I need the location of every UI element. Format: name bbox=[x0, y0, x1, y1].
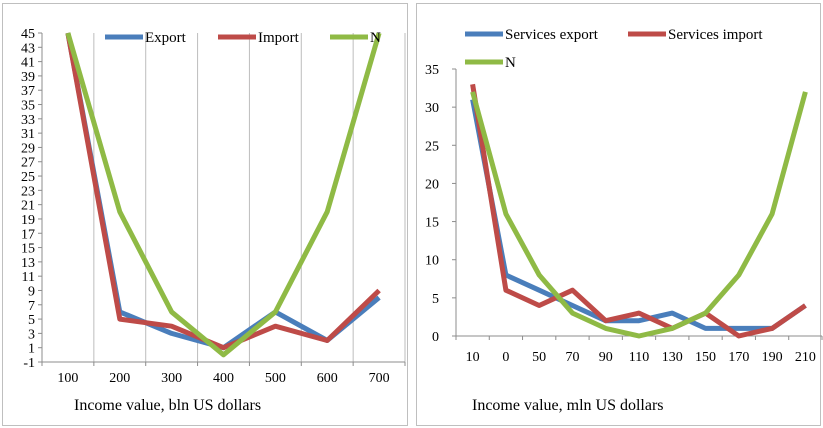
y-tick-label: 19 bbox=[21, 213, 35, 228]
x-tick-label: 400 bbox=[213, 371, 234, 386]
legend-label-services-export: Services export bbox=[505, 27, 599, 43]
y-tick-label: 21 bbox=[21, 199, 35, 214]
series-line-n bbox=[65, 32, 382, 358]
x-tick-label: 600 bbox=[317, 371, 338, 386]
x-tick-label: 0 bbox=[502, 350, 509, 365]
y-tick-label: 3 bbox=[28, 327, 35, 342]
legend-label-export: Export bbox=[145, 30, 187, 46]
x-tick-label: 170 bbox=[728, 350, 749, 365]
series-line-services-import bbox=[470, 83, 807, 339]
left-legend: Export Import N bbox=[105, 30, 381, 46]
right-panel-border bbox=[416, 3, 821, 426]
y-tick-label: 25 bbox=[21, 170, 35, 185]
y-tick-label: 27 bbox=[21, 156, 35, 171]
y-tick-label: 13 bbox=[21, 256, 35, 271]
y-tick-label: 15 bbox=[21, 242, 35, 257]
x-tick-label: 110 bbox=[629, 350, 649, 365]
y-tick-label: 30 bbox=[425, 101, 439, 116]
x-tick-label: 100 bbox=[57, 371, 78, 386]
x-tick-label: 700 bbox=[369, 371, 390, 386]
x-tick-label: 130 bbox=[662, 350, 683, 365]
series-line-services-export bbox=[470, 99, 807, 331]
y-tick-label: 23 bbox=[21, 184, 35, 199]
x-tick-label: 150 bbox=[695, 350, 716, 365]
y-tick-label: 37 bbox=[21, 84, 35, 99]
x-tick-label: 190 bbox=[762, 350, 783, 365]
y-tick-label: 39 bbox=[21, 70, 35, 85]
right-chart: 0 5 10 15 20 25 30 35 10 0 50 70 90 110 130 150 170 190 21… bbox=[425, 63, 823, 365]
legend-label-n-right: N bbox=[505, 55, 516, 71]
x-tick-label: 300 bbox=[161, 371, 182, 386]
y-tick-label: 5 bbox=[432, 292, 439, 307]
right-legend: Services export Services import N bbox=[465, 27, 763, 71]
y-tick-label: -1 bbox=[23, 356, 35, 371]
y-tick-label: 9 bbox=[28, 284, 35, 299]
x-tick-label: 500 bbox=[265, 371, 286, 386]
x-tick-label: 10 bbox=[466, 350, 480, 365]
y-tick-label: 7 bbox=[28, 299, 35, 314]
x-tick-label: 210 bbox=[795, 350, 816, 365]
x-tick-label: 70 bbox=[565, 350, 579, 365]
y-tick-label: 31 bbox=[21, 127, 35, 142]
legend-label-services-import: Services import bbox=[668, 27, 763, 43]
x-tick-label: 50 bbox=[532, 350, 546, 365]
y-tick-label: 29 bbox=[21, 141, 35, 156]
y-tick-label: 0 bbox=[432, 330, 439, 345]
x-tick-label: 200 bbox=[109, 371, 130, 386]
y-tick-label: 43 bbox=[21, 41, 35, 56]
right-x-axis-title: Income value, mln US dollars bbox=[472, 397, 664, 414]
y-tick-label: 35 bbox=[21, 99, 35, 114]
y-tick-label: 35 bbox=[425, 63, 439, 78]
legend-label-n: N bbox=[370, 30, 381, 46]
left-chart: -113579111315171921232527293133353739414… bbox=[21, 27, 406, 386]
x-tick-label: 90 bbox=[599, 350, 613, 365]
y-tick-label: 1 bbox=[28, 342, 35, 357]
y-tick-label: 20 bbox=[425, 177, 439, 192]
left-panel-border bbox=[2, 3, 408, 426]
y-tick-label: 45 bbox=[21, 27, 35, 42]
y-tick-label: 10 bbox=[425, 254, 439, 269]
y-tick-label: 33 bbox=[21, 113, 35, 128]
y-tick-label: 17 bbox=[21, 227, 35, 242]
y-tick-label: 25 bbox=[425, 139, 439, 154]
left-x-axis-title: Income value, bln US dollars bbox=[74, 397, 261, 414]
y-tick-label: 5 bbox=[28, 313, 35, 328]
y-tick-label: 41 bbox=[21, 56, 35, 71]
y-tick-label: 11 bbox=[22, 270, 35, 285]
legend-label-import: Import bbox=[258, 30, 300, 46]
y-tick-label: 15 bbox=[425, 216, 439, 231]
